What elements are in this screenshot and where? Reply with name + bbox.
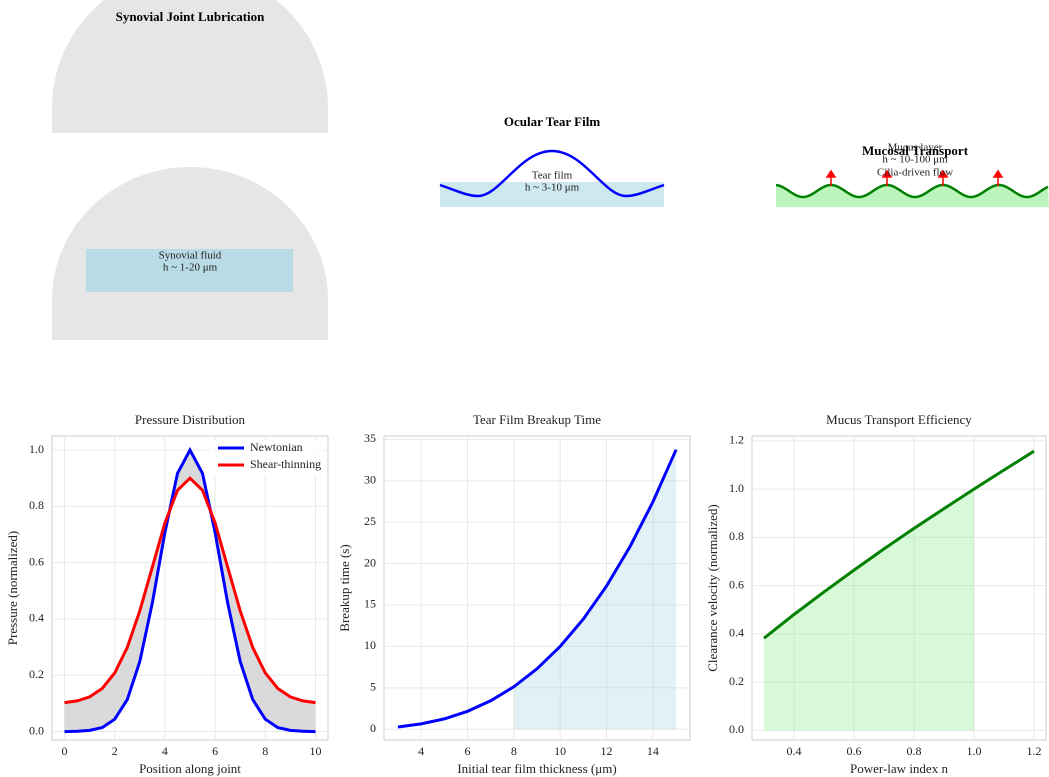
x-tick-label: 1.0 (967, 744, 982, 758)
x-axis-label: Initial tear film thickness (μm) (457, 761, 616, 776)
y-tick-label: 0 (370, 721, 376, 735)
y-axis-label: Pressure (normalized) (5, 531, 20, 645)
figure: Synovial Joint Lubrication Synovial flui… (0, 0, 1049, 777)
legend-label: Newtonian (250, 440, 303, 454)
diagram-title: Mucosal Transport (862, 143, 969, 158)
y-tick-label: 1.0 (29, 442, 44, 456)
chart-title: Mucus Transport Efficiency (826, 412, 972, 427)
y-tick-label: 0.4 (729, 626, 744, 640)
diagram-title: Ocular Tear Film (504, 114, 600, 129)
x-tick-label: 10 (554, 744, 566, 758)
diagram-label: Tear film (532, 170, 573, 182)
y-tick-label: 0.8 (729, 529, 744, 543)
x-tick-label: 6 (212, 744, 218, 758)
diagram-title: Synovial Joint Lubrication (116, 9, 266, 24)
x-tick-label: 12 (601, 744, 613, 758)
chart-title: Pressure Distribution (135, 412, 246, 427)
y-tick-label: 0.2 (29, 667, 44, 681)
y-tick-label: 0.6 (29, 554, 44, 568)
y-tick-label: 0.2 (729, 674, 744, 688)
y-tick-label: 0.0 (729, 722, 744, 736)
y-tick-label: 0.4 (29, 611, 44, 625)
diagram-label: Synovial fluid (159, 250, 222, 262)
diagram-label: h ~ 1-20 μm (163, 262, 218, 274)
y-tick-label: 35 (364, 431, 376, 445)
diagram-label: Cilia-driven flow (877, 167, 953, 179)
y-tick-label: 20 (364, 555, 376, 569)
y-tick-label: 0.6 (729, 577, 744, 591)
x-tick-label: 8 (511, 744, 517, 758)
x-tick-label: 4 (418, 744, 424, 758)
x-tick-label: 4 (162, 744, 168, 758)
x-tick-label: 1.2 (1027, 744, 1042, 758)
y-tick-label: 15 (364, 597, 376, 611)
y-tick-label: 1.0 (729, 481, 744, 495)
y-tick-label: 0.0 (29, 723, 44, 737)
x-tick-label: 6 (464, 744, 470, 758)
x-tick-label: 0.8 (907, 744, 922, 758)
y-tick-label: 0.8 (29, 498, 44, 512)
x-tick-label: 0.4 (787, 744, 802, 758)
x-tick-label: 10 (309, 744, 321, 758)
legend-label: Shear-thinning (250, 457, 321, 471)
y-axis-label: Clearance velocity (normalized) (705, 504, 720, 671)
x-tick-label: 2 (112, 744, 118, 758)
diagram-label: h ~ 3-10 μm (525, 182, 580, 194)
y-tick-label: 1.2 (729, 433, 744, 447)
x-tick-label: 0 (62, 744, 68, 758)
x-tick-label: 14 (647, 744, 659, 758)
x-axis-label: Power-law index n (850, 761, 948, 776)
x-tick-label: 8 (262, 744, 268, 758)
y-tick-label: 10 (364, 638, 376, 652)
x-axis-label: Position along joint (139, 761, 241, 776)
y-tick-label: 25 (364, 514, 376, 528)
y-tick-label: 5 (370, 680, 376, 694)
y-axis-label: Breakup time (s) (337, 544, 352, 631)
y-tick-label: 30 (364, 472, 376, 486)
chart-title: Tear Film Breakup Time (473, 412, 601, 427)
x-tick-label: 0.6 (847, 744, 862, 758)
page: Synovial Joint Lubrication Synovial flui… (0, 0, 1049, 777)
